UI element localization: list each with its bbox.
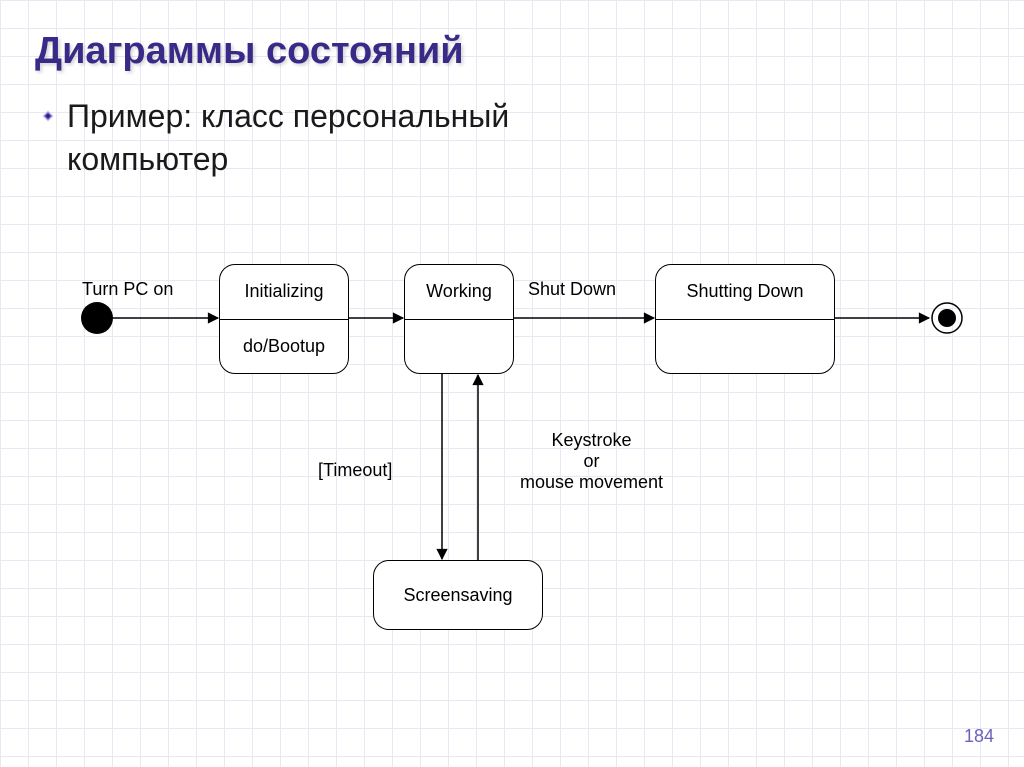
- state-shut: Shutting Down: [655, 264, 835, 374]
- final-state-dot: [938, 309, 956, 327]
- state-work-name: Working: [405, 265, 513, 319]
- slide-title: Диаграммы состояний: [35, 30, 989, 73]
- slide-content: Диаграммы состояний Пример: класс персон…: [0, 0, 1024, 181]
- edge-label-e4: [Timeout]: [318, 460, 392, 481]
- state-work: Working: [404, 264, 514, 374]
- state-init-name: Initializing: [220, 265, 348, 319]
- slide-subtitle: Пример: класс персональный компьютер: [67, 95, 509, 181]
- edge-label-e5: Keystroke or mouse movement: [520, 430, 663, 493]
- state-work-activity: [405, 320, 513, 374]
- initial-state: [81, 302, 113, 334]
- bullet-row: Пример: класс персональный компьютер: [41, 95, 989, 181]
- diamond-bullet-icon: [41, 109, 55, 123]
- edge-label-e0: Turn PC on: [82, 279, 173, 300]
- slide-number: 184: [964, 726, 994, 747]
- state-init: Initializingdo/Bootup: [219, 264, 349, 374]
- state-shut-name: Shutting Down: [656, 265, 834, 319]
- state-screen: Screensaving: [373, 560, 543, 630]
- state-diagram: Initializingdo/Bootup Working Shutting Dow…: [0, 240, 1024, 690]
- state-shut-activity: [656, 320, 834, 374]
- edge-label-e2: Shut Down: [528, 279, 616, 300]
- state-init-activity: do/Bootup: [220, 320, 348, 374]
